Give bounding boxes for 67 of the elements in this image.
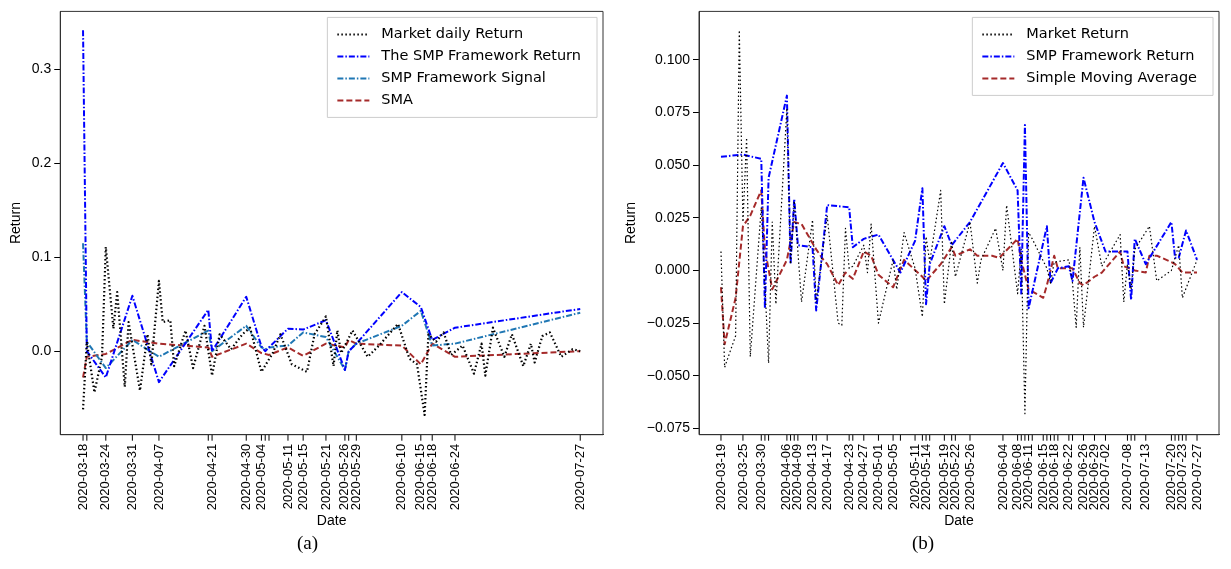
x-tick-label: 2020-03-19 [712, 443, 728, 511]
x-tick-label: 2020-05-21 [317, 443, 333, 511]
y-tick-label: −0.075 [646, 419, 691, 436]
line-series [82, 242, 582, 371]
legend-label: Market Return [1026, 25, 1129, 42]
y-tick-label: −0.025 [646, 313, 691, 330]
y-tick-label: 0.3 [31, 60, 52, 77]
x-tick-label: 2020-06-24 [446, 443, 462, 511]
legend-label: SMA [381, 91, 414, 108]
x-tick-label: 2020-04-30 [237, 443, 253, 511]
x-tick-label: 2020-05-01 [870, 443, 886, 511]
x-tick-label: 2020-06-04 [994, 443, 1010, 511]
line-series [81, 245, 582, 417]
y-tick-label: 0.025 [654, 208, 691, 225]
x-axis-title: Date [316, 512, 347, 529]
x-tick-label: 2020-05-26 [961, 443, 977, 511]
line-series [82, 338, 582, 379]
x-tick-label: 2020-03-30 [752, 443, 768, 511]
line-series [719, 189, 1199, 346]
text: (a) [295, 532, 320, 554]
x-tick-label: 2020-06-10 [393, 443, 409, 511]
x-tick-label: 2020-04-07 [150, 443, 166, 511]
legend-label: SMP Framework Return [1026, 47, 1195, 64]
x-tick-label: 2020-07-02 [1097, 443, 1113, 511]
x-tick-label: 2020-05-19 [935, 443, 951, 511]
x-tick-label: 2020-04-09 [789, 443, 805, 511]
x-tick-label: 2020-07-08 [1119, 443, 1135, 511]
x-tick-label: 2020-03-18 [74, 443, 90, 511]
y-tick-label: 0.050 [654, 156, 691, 172]
x-tick-label: 2020-04-17 [818, 443, 834, 511]
x-tick-label: 2020-04-13 [804, 443, 820, 511]
y-tick-label: 0.000 [654, 261, 691, 278]
x-tick-label: 2020-05-15 [294, 443, 310, 511]
x-tick-label: 2020-07-27 [1188, 443, 1204, 511]
x-tick-label: 2020-05-05 [884, 443, 900, 511]
y-tick-label: 0.1 [31, 248, 52, 265]
y-axis-title: Return [622, 202, 639, 245]
x-tick-label: 2020-07-20 [1162, 443, 1178, 511]
y-axis-title: Return [7, 202, 24, 245]
x-tick-label: 2020-06-11 [1020, 443, 1036, 510]
x-tick-label: 2020-03-25 [734, 443, 750, 511]
text: (b) [910, 532, 936, 554]
x-tick-label: 2020-04-23 [840, 443, 856, 511]
legend-label: Simple Moving Average [1026, 69, 1198, 86]
line-series [720, 29, 1198, 415]
x-tick-label: 2020-05-11 [279, 443, 295, 510]
x-axis-title: Date [944, 512, 974, 529]
x-tick-label: 2020-07-13 [1137, 443, 1153, 511]
x-tick-label: 2020-04-21 [203, 443, 219, 511]
x-tick-label: 2020-03-24 [97, 443, 113, 511]
y-tick-label: 0.100 [654, 50, 691, 67]
y-tick-label: 0.2 [31, 154, 52, 171]
x-tick-label: 2020-07-27 [571, 443, 587, 511]
y-tick-label: −0.050 [646, 366, 691, 383]
x-tick-label: 2020-05-04 [252, 443, 268, 511]
line-series [82, 29, 582, 384]
x-tick-label: 2020-04-27 [855, 443, 871, 511]
x-tick-label: 2020-03-31 [123, 443, 139, 511]
legend-label: SMP Framework Signal [381, 69, 546, 86]
legend-label: Market daily Return [381, 25, 524, 42]
x-tick-label: 2020-06-22 [1060, 443, 1076, 511]
x-tick-label: 2020-05-11 [906, 443, 922, 510]
y-tick-label: 0.075 [654, 103, 691, 120]
y-tick-label: 0.0 [31, 342, 52, 359]
x-tick-label: 2020-06-15 [1034, 443, 1050, 511]
legend-label: The SMP Framework Return [380, 47, 581, 64]
line-series [719, 94, 1199, 312]
